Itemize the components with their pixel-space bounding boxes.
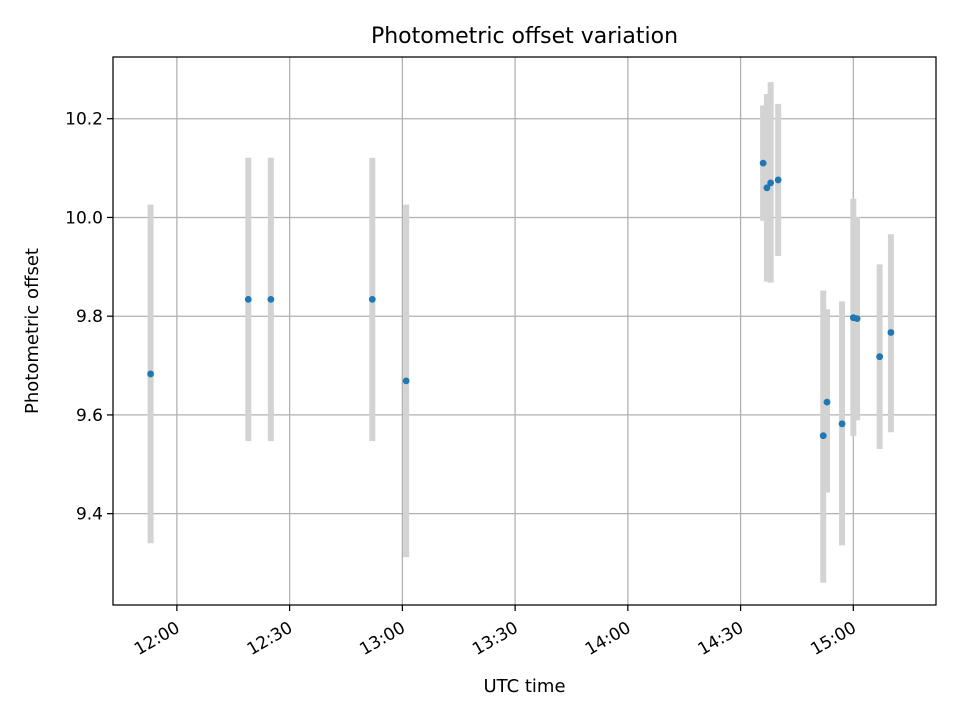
y-tick-label: 9.4 <box>76 505 103 525</box>
data-point <box>267 296 275 303</box>
data-point <box>402 377 410 385</box>
y-tick-label: 10.0 <box>65 208 103 228</box>
y-tick-label: 9.6 <box>76 406 103 426</box>
data-point <box>368 296 376 303</box>
y-axis: 9.4 9.6 9.8 10.0 10.2 <box>65 110 113 525</box>
x-axis-label: UTC time <box>483 676 565 697</box>
y-axis-label: Photometric offset <box>22 248 43 414</box>
data-point <box>819 432 827 440</box>
y-tick-label: 9.8 <box>76 307 103 327</box>
data-point <box>876 353 884 361</box>
data-point <box>767 179 775 187</box>
plot-frame <box>112 56 937 606</box>
chart-title: Photometric offset variation <box>371 24 678 49</box>
data-point <box>147 370 154 378</box>
data-point <box>853 315 861 323</box>
data-point <box>763 184 771 192</box>
data-point <box>774 176 782 184</box>
data-point <box>887 329 895 336</box>
data-point <box>759 159 767 167</box>
y-tick-label: 10.2 <box>65 110 103 130</box>
data-point <box>838 420 846 428</box>
data-point <box>823 398 831 406</box>
data-point <box>244 296 252 303</box>
data-points <box>147 159 895 440</box>
